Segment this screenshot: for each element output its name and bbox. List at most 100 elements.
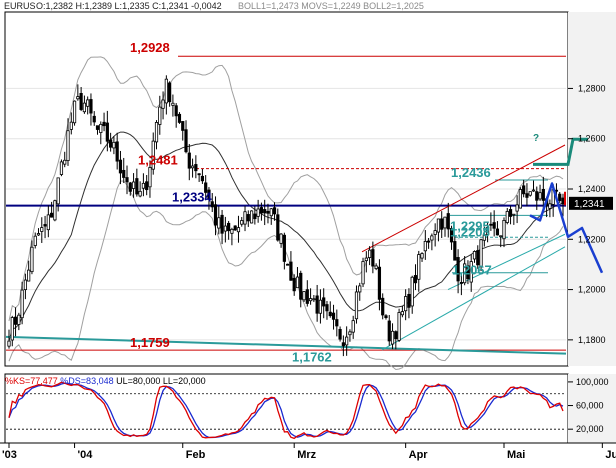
candle-body-145 xyxy=(482,234,486,241)
candle-body-45 xyxy=(154,122,159,143)
candle-body-151 xyxy=(502,220,506,240)
candle-body-62 xyxy=(210,201,214,208)
candle-body-136 xyxy=(453,241,457,261)
candle-body-161 xyxy=(535,191,539,201)
candle-body-89 xyxy=(299,272,303,300)
level-label-8: 1,2067 xyxy=(452,263,492,278)
moving-average-line xyxy=(8,131,564,342)
candle-body-82 xyxy=(276,214,280,241)
candle-body-124 xyxy=(413,275,418,284)
candle-body-55 xyxy=(187,152,191,169)
candle-body-41 xyxy=(141,182,146,189)
candle-body-103 xyxy=(345,336,349,346)
candle-body-131 xyxy=(436,218,441,233)
candle-body-109 xyxy=(364,257,368,262)
candle-body-126 xyxy=(420,253,424,259)
osc-series-ks xyxy=(8,381,564,440)
candle-body-0 xyxy=(7,340,11,347)
candle-body-58 xyxy=(197,173,201,176)
candle-body-142 xyxy=(472,251,477,260)
candle-body-87 xyxy=(292,277,296,292)
candle-body-150 xyxy=(499,235,503,238)
candle-body-141 xyxy=(469,261,473,283)
candles-layer xyxy=(7,75,566,357)
candle-body-100 xyxy=(335,319,339,327)
candle-body-10 xyxy=(40,227,44,232)
candle-body-144 xyxy=(479,239,483,267)
candle-body-9 xyxy=(36,233,41,236)
candle-body-70 xyxy=(236,227,241,233)
header-indicators: BOLL1=1,2473 MOVS=1,2249 BOLL2=1,2025 xyxy=(238,1,424,11)
oscillator-axis-area xyxy=(568,374,616,443)
candle-body-106 xyxy=(354,291,359,320)
candle-body-13 xyxy=(50,212,54,218)
candle-body-73 xyxy=(246,214,250,222)
candle-body-16 xyxy=(59,161,64,175)
candle-body-148 xyxy=(492,222,496,229)
candle-body-135 xyxy=(449,228,454,243)
candle-body-90 xyxy=(302,291,306,301)
candle-body-8 xyxy=(33,235,37,246)
candle-body-80 xyxy=(269,208,273,217)
candle-body-75 xyxy=(253,213,257,220)
candle-body-155 xyxy=(515,204,519,212)
level-label-0: 1,2928 xyxy=(130,40,170,55)
osc-tick-label-2: 100,000 xyxy=(576,377,609,387)
candle-body-37 xyxy=(128,182,132,192)
candle-body-40 xyxy=(138,190,142,197)
candle-body-159 xyxy=(528,191,532,196)
candle-body-69 xyxy=(233,225,237,231)
y-tick-label-3: 1,2400 xyxy=(578,184,606,194)
candle-body-17 xyxy=(63,159,67,165)
candle-body-133 xyxy=(443,216,447,229)
candle-body-25 xyxy=(89,99,93,114)
candle-body-83 xyxy=(279,233,283,244)
candle-body-112 xyxy=(374,265,378,270)
candle-body-130 xyxy=(433,230,437,235)
candle-body-88 xyxy=(295,276,300,289)
candle-body-39 xyxy=(135,178,139,195)
candle-body-169 xyxy=(561,197,565,205)
oscillator-title-part-0: %KS=77,477 xyxy=(5,376,58,386)
candle-body-86 xyxy=(289,261,293,281)
x-tick-label-6: Jun xyxy=(605,449,616,461)
candle-body-160 xyxy=(531,189,536,192)
target-path xyxy=(533,137,588,166)
x-tick-label-3: Mrz xyxy=(297,449,316,461)
candle-body-163 xyxy=(541,189,545,201)
candle-body-3 xyxy=(17,314,21,325)
candle-body-30 xyxy=(105,122,109,142)
candle-body-46 xyxy=(158,106,162,125)
candle-body-123 xyxy=(410,276,414,307)
candle-body-101 xyxy=(338,328,342,340)
candle-body-158 xyxy=(525,193,529,198)
candle-body-38 xyxy=(131,181,136,189)
candle-body-99 xyxy=(331,312,336,320)
candle-body-104 xyxy=(348,331,352,336)
current-price-label: 1,2341 xyxy=(574,199,605,210)
candle-body-31 xyxy=(109,139,113,148)
candle-body-51 xyxy=(174,105,178,117)
x-tick-label-0: '03 xyxy=(2,449,17,461)
candle-body-157 xyxy=(522,185,526,195)
candle-body-7 xyxy=(30,246,34,273)
candle-body-140 xyxy=(466,265,470,280)
candle-body-74 xyxy=(249,210,254,224)
level-label-6: 1,2295 xyxy=(450,218,490,233)
level-label-5: 1,2436 xyxy=(451,165,491,180)
candle-body-167 xyxy=(554,189,559,192)
forecast-path xyxy=(529,182,604,274)
candle-body-52 xyxy=(177,113,182,123)
candle-body-65 xyxy=(220,214,224,234)
candle-body-102 xyxy=(341,342,345,347)
candle-body-97 xyxy=(325,304,329,312)
candle-body-111 xyxy=(371,249,375,267)
candle-body-34 xyxy=(118,159,123,174)
candle-body-50 xyxy=(171,102,175,106)
candle-body-119 xyxy=(397,312,401,341)
candle-body-53 xyxy=(181,121,185,131)
oscillator-title-part-1: %DS=83,048 xyxy=(58,376,114,386)
candle-body-93 xyxy=(312,298,316,301)
